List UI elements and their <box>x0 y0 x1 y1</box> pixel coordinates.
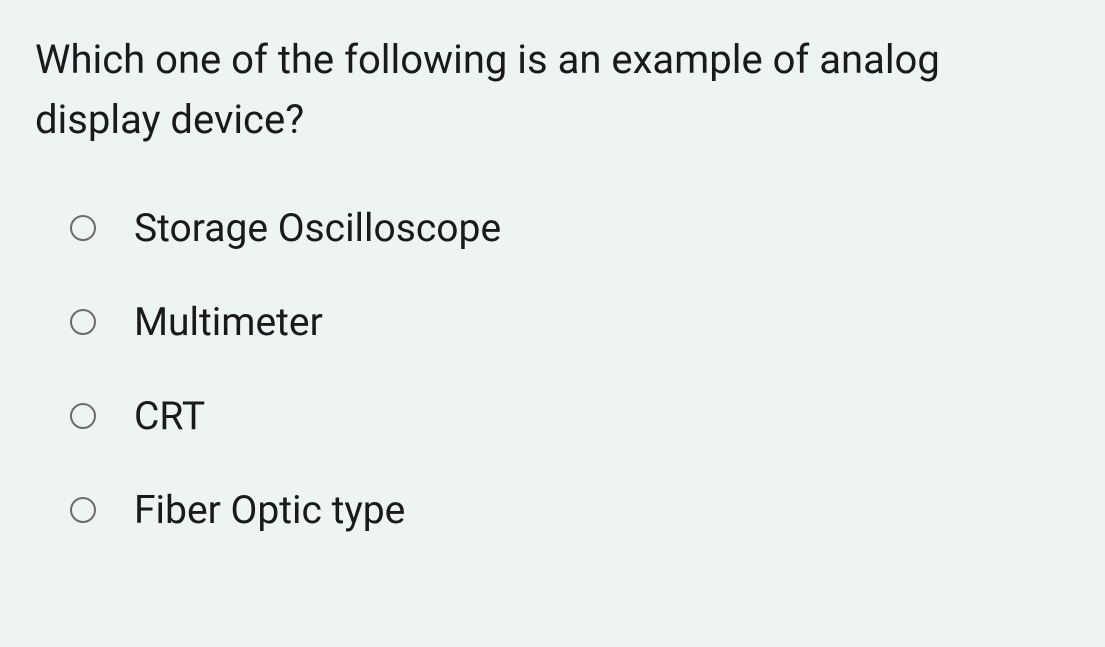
option-row: Multimeter <box>70 299 1070 345</box>
radio-button-1[interactable] <box>70 309 96 335</box>
option-row: Storage Oscilloscope <box>70 205 1070 251</box>
question-text: Which one of the following is an example… <box>35 30 1070 150</box>
radio-button-0[interactable] <box>70 215 96 241</box>
option-label-1: Multimeter <box>134 299 323 345</box>
options-list: Storage Oscilloscope Multimeter CRT Fibe… <box>35 205 1070 533</box>
option-row: Fiber Optic type <box>70 487 1070 533</box>
option-row: CRT <box>70 393 1070 439</box>
radio-button-3[interactable] <box>70 497 96 523</box>
option-label-2: CRT <box>134 393 205 439</box>
option-label-3: Fiber Optic type <box>134 487 405 533</box>
option-label-0: Storage Oscilloscope <box>134 205 501 251</box>
radio-button-2[interactable] <box>70 403 96 429</box>
